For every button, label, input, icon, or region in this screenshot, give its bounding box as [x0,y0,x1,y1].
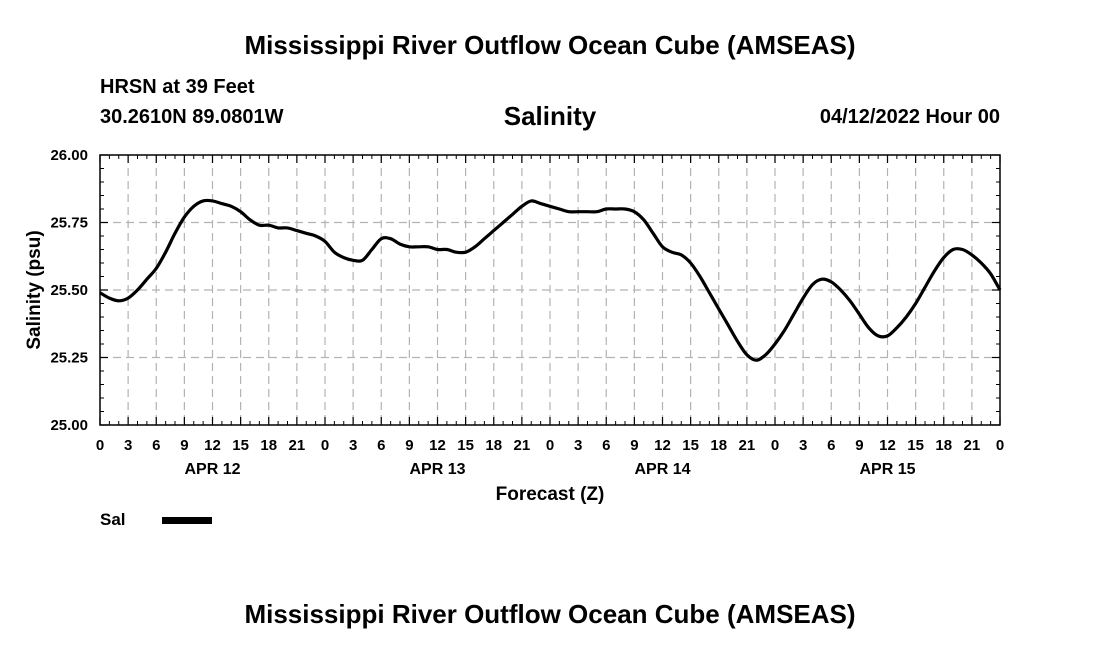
x-tick-label: 6 [827,437,835,454]
x-tick-label: 21 [739,437,756,454]
x-tick-label: 3 [349,437,357,454]
y-tick-label: 25.75 [50,215,88,232]
x-tick-label: 21 [514,437,531,454]
y-tick-label: 26.00 [50,147,88,164]
x-tick-label: 6 [602,437,610,454]
date-label: 04/12/2022 Hour 00 [819,106,1000,128]
chart-title: Mississippi River Outflow Ocean Cube (AM… [244,30,856,60]
salinity-chart: 0 3 6 9 12 15 18 21 0 3 6 9 12 15 18 21 0 3 6 9 12 15 18 21 0 3 6 9… [24,147,1004,505]
x-tick-label: 0 [771,437,779,454]
day-label: APR 12 [184,461,240,478]
series-line-sal [99,198,1002,362]
x-tick-label: 9 [405,437,413,454]
variable-title: Salinity [503,101,597,131]
x-tick-label: 9 [630,437,638,454]
x-tick-label: 18 [935,437,952,454]
x-tick-label: 15 [457,437,474,454]
x-tick-label: 9 [855,437,863,454]
x-tick-label: 21 [964,437,981,454]
x-tick-label: 18 [710,437,727,454]
x-tick-label: 18 [485,437,502,454]
station-label: HRSN at 39 Feet [100,76,255,98]
x-tick-label: 15 [232,437,249,454]
x-tick-label: 6 [152,437,160,454]
grid-lines [100,155,1000,425]
x-tick-label: 12 [429,437,446,454]
x-tick-label: 3 [124,437,132,454]
footer-title: Mississippi River Outflow Ocean Cube (AM… [244,599,856,629]
day-label: APR 13 [409,461,465,478]
x-tick-label: 3 [574,437,582,454]
day-label: APR 14 [634,461,690,478]
legend-label: Sal [100,510,126,529]
x-tick-label: 0 [96,437,104,454]
x-tick-label: 15 [682,437,699,454]
x-tick-label: 9 [180,437,188,454]
y-tick-label: 25.00 [50,417,88,434]
x-tick-label: 18 [260,437,277,454]
x-tick-label: 0 [546,437,554,454]
y-tick-label: 25.25 [50,350,88,367]
tick-labels: 0 3 6 9 12 15 18 21 0 3 6 9 12 15 18 21 0 3 6 9 12 15 18 21 0 3 6 9… [50,147,1004,478]
legend-swatch [162,517,212,524]
plot-frame [99,154,1001,426]
x-axis-title: Forecast (Z) [496,484,605,505]
x-tick-label: 21 [289,437,306,454]
x-tick-label: 12 [654,437,671,454]
y-axis-label: Salinity (psu) [24,230,45,349]
y-axis-title: Salinity (psu) [24,230,45,349]
x-tick-label: 0 [996,437,1004,454]
x-tick-label: 0 [321,437,329,454]
y-tick-label: 25.50 [50,282,88,299]
x-tick-label: 15 [907,437,924,454]
coordinates-label: 30.2610N 89.0801W [100,106,284,128]
x-tick-label: 12 [204,437,221,454]
x-tick-label: 3 [799,437,807,454]
x-tick-label: 6 [377,437,385,454]
x-tick-label: 12 [879,437,896,454]
day-label: APR 15 [859,461,915,478]
